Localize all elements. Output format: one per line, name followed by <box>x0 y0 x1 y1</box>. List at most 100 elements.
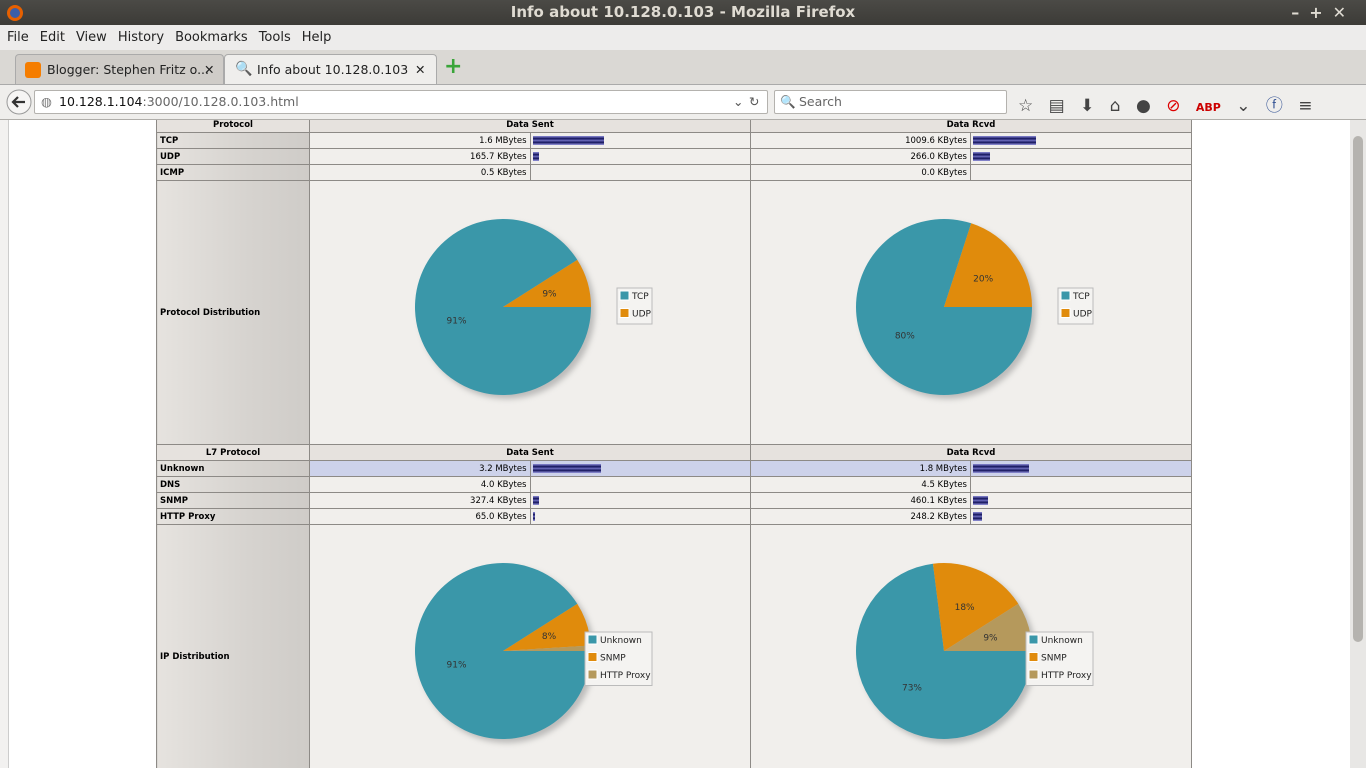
tab-close[interactable]: ✕ <box>204 62 215 77</box>
traffic-bar <box>972 464 1030 473</box>
tab-icon <box>25 62 41 78</box>
row-name: HTTP Proxy <box>156 508 310 525</box>
legend-swatch <box>587 634 598 645</box>
toolbar-icons[interactable]: ☆ ▤ ⬇ ⌂ ● ⊘ ABP ⌄ ⓕ ≡ <box>1018 96 1313 116</box>
row-name: Unknown <box>156 460 310 477</box>
menu-bar: File Edit View History Bookmarks Tools Help <box>0 25 1366 50</box>
traffic-bar <box>532 152 539 161</box>
icon: ⓕ <box>1265 96 1283 116</box>
byte-count: 460.1 KBytes <box>750 492 971 509</box>
traffic-bar <box>972 512 982 521</box>
legend-swatch <box>1028 669 1039 680</box>
url-bar[interactable]: ◍ 10.128.1.104:3000/10.128.0.103.html ⌄ … <box>34 90 768 114</box>
new-tab-button[interactable]: + <box>444 54 463 79</box>
traffic-bar <box>972 136 1036 145</box>
byte-count: 165.7 KBytes <box>309 148 531 165</box>
legend-label: HTTP Proxy <box>600 671 651 681</box>
byte-count: 266.0 KBytes <box>750 148 971 165</box>
legend-swatch <box>1028 652 1039 662</box>
byte-count: 3.2 MBytes <box>309 460 531 477</box>
tab[interactable]: 🔍 Info about 10.128.0.103 ✕ <box>224 54 437 84</box>
data-row: DNS 4.0 KBytes 4.5 KBytes <box>156 476 1193 493</box>
chart-row: Protocol Distribution 91% 9% TCP UDP 80% 20% TC… <box>156 180 1192 445</box>
pie-chart: 80% 20% TCP UDP <box>856 218 1094 399</box>
tab-close[interactable]: ✕ <box>415 62 426 77</box>
url-text: 10.128.1.104:3000/10.128.0.103.html <box>59 91 299 113</box>
bar-cell <box>969 460 1193 477</box>
data-row: SNMP 327.4 KBytes 460.1 KBytes <box>156 492 1193 509</box>
row-name: IP Distribution <box>156 524 310 768</box>
slice-label: 91% <box>447 661 467 671</box>
menu-item[interactable]: Edit <box>39 30 65 45</box>
pie-slice <box>503 259 591 307</box>
back-button[interactable] <box>4 88 34 116</box>
data-row: HTTP Proxy 65.0 KBytes 248.2 KBytes <box>156 508 1193 525</box>
chart-cell: 91% 9% TCP UDP <box>309 180 751 445</box>
slice-label: 18% <box>955 603 975 613</box>
legend-label: TCP <box>1072 292 1090 302</box>
menu-item[interactable]: File <box>7 30 29 45</box>
row-name: ICMP <box>156 164 310 181</box>
legend-swatch <box>1060 308 1071 318</box>
legend-swatch <box>1028 634 1039 645</box>
column-header: Protocol <box>156 120 310 133</box>
reload-button[interactable]: ↻ <box>749 94 760 109</box>
pie-slice <box>415 563 591 739</box>
tab[interactable]: Blogger: Stephen Fritz o... ✕ <box>15 54 224 84</box>
column-header: Data Rcvd <box>750 444 1192 461</box>
menu-item[interactable]: Bookmarks <box>175 30 248 45</box>
search-box[interactable]: 🔍 Search <box>774 90 1007 114</box>
bar-cell <box>529 508 751 525</box>
slice-label: 80% <box>895 331 915 341</box>
host-info-table: Protocol Data Sent Data Rcvd TCP 1.6 MBytes 1… <box>156 120 1193 768</box>
traffic-bar <box>972 152 991 161</box>
window-title: Info about 10.128.0.103 - Mozilla Firefo… <box>510 3 856 21</box>
data-row: Unknown 3.2 MBytes 1.8 MBytes <box>156 460 1193 477</box>
menu-item[interactable]: Help <box>301 30 332 45</box>
pie-chart: 91% 9% TCP UDP <box>415 219 653 399</box>
icon: ⊘ <box>1166 96 1181 116</box>
legend-swatch <box>619 308 630 318</box>
row-name: UDP <box>156 148 310 165</box>
bar-cell <box>969 132 1193 149</box>
column-header: Data Sent <box>309 120 751 133</box>
scrollbar[interactable] <box>1350 120 1366 768</box>
menu-item[interactable]: History <box>117 30 165 45</box>
slice-label: 9% <box>542 289 557 299</box>
url-dropdown[interactable]: ⌄ <box>733 94 744 109</box>
chart-row: IP Distribution 91% 8% Unknown SNMP HTTP Prox… <box>156 524 1192 768</box>
data-row: ICMP 0.5 KBytes 0.0 KBytes <box>156 164 1193 181</box>
globe-icon: ◍ <box>41 94 52 109</box>
scroll-thumb[interactable] <box>1353 136 1363 642</box>
chart-cell: 73% 18% 9% Unknown SNMP HTTP Proxy <box>750 524 1192 768</box>
slice-label: 91% <box>447 317 467 327</box>
sidebar-edge <box>0 120 9 768</box>
row-name: Protocol Distribution <box>156 180 310 445</box>
pie-chart: 73% 18% 9% Unknown SNMP HTTP Proxy <box>856 563 1094 743</box>
slice-label: 9% <box>983 633 998 643</box>
legend-label: HTTP Proxy <box>1041 671 1092 681</box>
page-content: Protocol Data Sent Data Rcvd TCP 1.6 MBytes 1… <box>0 120 1350 768</box>
column-header: Data Rcvd <box>750 120 1192 133</box>
column-header: L7 Protocol <box>156 444 310 461</box>
legend-label: Unknown <box>1041 636 1083 646</box>
window-controls[interactable]: –+✕ <box>1291 3 1356 22</box>
bar-cell <box>969 148 1193 165</box>
url-path: :3000/10.128.0.103.html <box>142 94 299 109</box>
legend-label: Unknown <box>600 636 642 646</box>
menu-item[interactable]: View <box>75 30 107 45</box>
menu-item[interactable]: Tools <box>258 30 291 45</box>
slice-label: 73% <box>902 683 922 693</box>
row-name: TCP <box>156 132 310 149</box>
byte-count: 248.2 KBytes <box>750 508 971 525</box>
legend-swatch <box>587 669 598 680</box>
legend-label: TCP <box>631 292 649 302</box>
byte-count: 0.0 KBytes <box>750 164 971 181</box>
bar-cell <box>969 164 1193 181</box>
column-header: Data Sent <box>309 444 751 461</box>
abp-icon: ABP <box>1195 101 1221 114</box>
pie-slice <box>503 645 591 651</box>
table-body: Protocol Data Sent Data Rcvd TCP 1.6 MBytes 1… <box>156 120 1193 768</box>
bar-cell <box>529 132 751 149</box>
